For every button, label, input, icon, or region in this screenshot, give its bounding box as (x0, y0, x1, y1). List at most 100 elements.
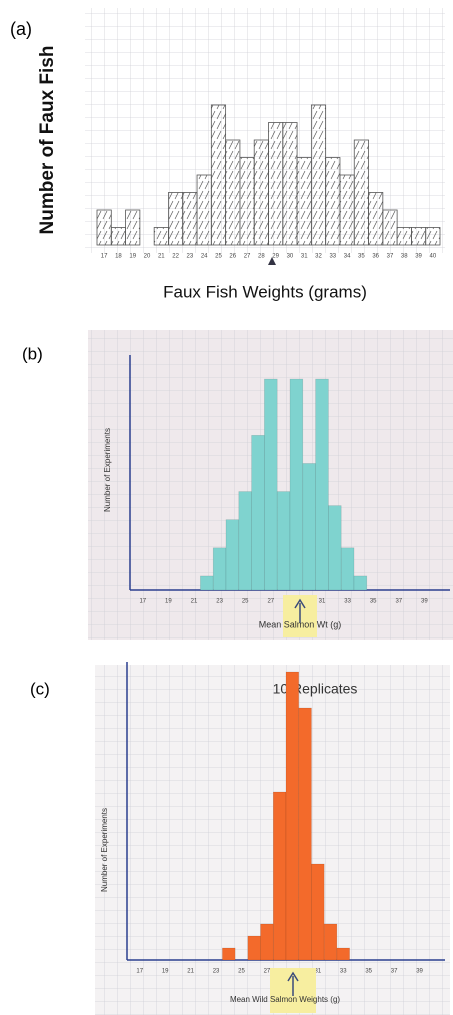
y-axis-label: Number of Experiments (100, 808, 109, 892)
x-tick-label: 37 (395, 599, 402, 605)
x-axis-label: Mean Salmon Wt (g) (259, 619, 342, 629)
x-tick-label: 37 (387, 254, 394, 260)
bar (326, 158, 340, 246)
bar (240, 158, 254, 246)
x-tick-label: 24 (201, 254, 208, 260)
x-tick-label: 35 (358, 254, 365, 260)
x-tick-label: 17 (101, 254, 108, 260)
x-tick-label: 20 (144, 254, 151, 260)
bar (222, 948, 235, 960)
x-tick-label: 19 (162, 969, 169, 975)
x-tick-label: 35 (365, 969, 372, 975)
x-tick-label: 25 (215, 254, 222, 260)
x-tick-label: 39 (416, 969, 423, 975)
bar (239, 492, 252, 590)
bar (168, 193, 182, 246)
x-tick-label: 31 (301, 254, 308, 260)
x-tick-label: 39 (421, 599, 428, 605)
panel-label: (c) (30, 679, 50, 698)
y-axis-label: Number of Experiments (103, 428, 112, 512)
bar (248, 936, 261, 960)
bar (340, 175, 354, 245)
x-tick-label: 18 (115, 254, 122, 260)
bar (316, 379, 329, 590)
x-tick-label: 25 (242, 599, 249, 605)
bar (354, 140, 368, 245)
bar (200, 576, 213, 590)
bar (252, 435, 265, 590)
x-tick-label: 38 (401, 254, 408, 260)
y-axis-label: Number of Faux Fish (37, 46, 58, 235)
x-tick-label: 23 (213, 969, 220, 975)
bar (264, 379, 277, 590)
bar (226, 520, 239, 590)
bar (311, 105, 325, 245)
x-tick-label: 19 (165, 599, 172, 605)
x-tick-label: 26 (229, 254, 236, 260)
x-tick-label: 23 (216, 599, 223, 605)
x-tick-label: 17 (139, 599, 146, 605)
panel-label: (a) (10, 19, 32, 39)
x-tick-label: 31 (319, 599, 326, 605)
bar (303, 463, 316, 590)
figure: (a)Number of Faux Fish 17 18 19 20 21 22 23 24 25… (0, 0, 453, 1015)
bar (226, 140, 240, 245)
bar (154, 228, 168, 246)
x-tick-label: 29 (272, 254, 279, 260)
bar (286, 672, 299, 960)
x-tick-label: 33 (340, 969, 347, 975)
bar (269, 123, 283, 246)
x-axis-label: Mean Wild Salmon Weights (g) (230, 995, 340, 1004)
bar (341, 548, 354, 590)
bar (254, 140, 268, 245)
x-tick-label: 39 (415, 254, 422, 260)
bar (297, 158, 311, 246)
bar (111, 228, 125, 246)
x-tick-label: 33 (344, 599, 351, 605)
bar (126, 210, 140, 245)
bar (397, 228, 411, 246)
x-tick-label: 27 (264, 969, 271, 975)
x-tick-label: 27 (244, 254, 251, 260)
bar (324, 924, 337, 960)
x-axis-label: Faux Fish Weights (grams) (163, 282, 367, 301)
x-tick-label: 25 (238, 969, 245, 975)
x-tick-label: 23 (187, 254, 194, 260)
x-tick-label: 36 (372, 254, 379, 260)
bar (97, 210, 111, 245)
x-tick-label: 28 (258, 254, 265, 260)
bar (369, 193, 383, 246)
bar (354, 576, 367, 590)
bar (299, 708, 312, 960)
bar (426, 228, 440, 246)
x-tick-label: 19 (129, 254, 136, 260)
x-tick-label: 34 (344, 254, 351, 260)
x-tick-label: 17 (136, 969, 143, 975)
bar (277, 492, 290, 590)
panel-label: (b) (22, 344, 43, 363)
x-tick-label: 21 (158, 254, 165, 260)
bar (337, 948, 350, 960)
grid-c (95, 665, 450, 1015)
x-tick-label: 37 (391, 969, 398, 975)
x-tick-label: 21 (191, 599, 198, 605)
x-tick-label: 33 (329, 254, 336, 260)
bar (183, 193, 197, 246)
bar (290, 379, 303, 590)
x-tick-label: 22 (172, 254, 179, 260)
x-tick-label: 21 (187, 969, 194, 975)
x-tick-label: 27 (267, 599, 274, 605)
bar (283, 123, 297, 246)
x-tick-label: 32 (315, 254, 322, 260)
bar (328, 506, 341, 590)
x-tick-label: 40 (430, 254, 437, 260)
bar (211, 105, 225, 245)
bar (197, 175, 211, 245)
x-tick-label: 35 (370, 599, 377, 605)
x-tick-label: 30 (287, 254, 294, 260)
bar (213, 548, 226, 590)
chart-title: 10 Replicates (273, 681, 358, 697)
bar (273, 792, 286, 960)
bar (411, 228, 425, 246)
bar (311, 864, 324, 960)
